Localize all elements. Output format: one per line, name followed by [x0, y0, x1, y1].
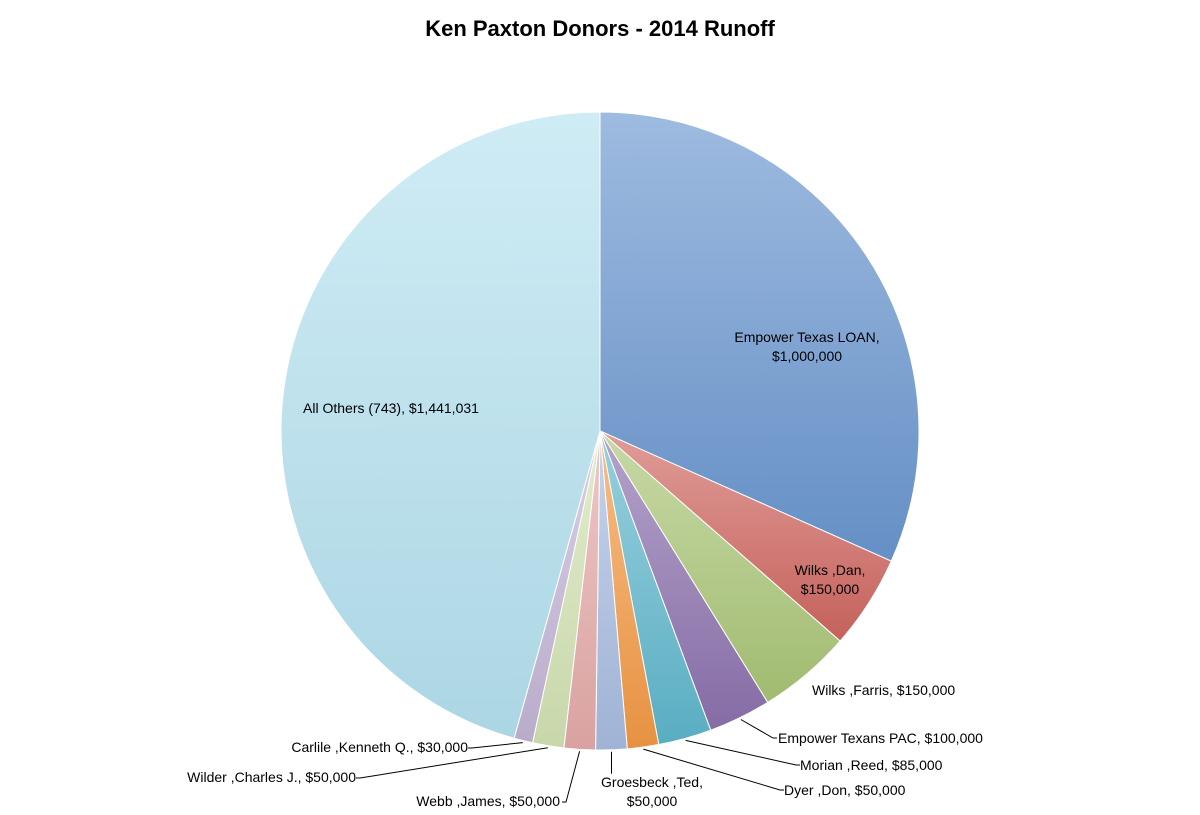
leader-line-4	[740, 719, 777, 739]
slice-label-7: Groesbeck ,Ted, $50,000	[601, 774, 703, 809]
slice-label-11: All Others (743), $1,441,031	[303, 400, 479, 416]
leader-line-6	[643, 748, 784, 791]
slice-label-2: Wilks ,Dan, $150,000	[795, 562, 866, 597]
pie-slice-11	[280, 111, 601, 739]
slice-label-5: Morian ,Reed, $85,000	[800, 757, 943, 773]
slice-label-4: Empower Texans PAC, $100,000	[778, 730, 983, 746]
leader-line-10	[468, 742, 523, 749]
slice-label-3: Wilks ,Farris, $150,000	[812, 682, 955, 698]
leader-line-8	[562, 751, 581, 803]
slice-label-6: Dyer ,Don, $50,000	[784, 782, 906, 798]
pie-slice-1	[599, 111, 920, 562]
slice-label-1: Empower Texas LOAN, $1,000,000	[734, 329, 879, 364]
slice-label-10: Carlile ,Kenneth Q., $30,000	[291, 739, 468, 755]
leader-line-5	[685, 739, 800, 766]
chart-title: Ken Paxton Donors - 2014 Runoff	[425, 16, 775, 41]
leader-line-9	[356, 747, 548, 779]
slice-label-9: Wilder ,Charles J., $50,000	[187, 769, 356, 785]
slice-label-8: Webb ,James, $50,000	[416, 793, 560, 809]
